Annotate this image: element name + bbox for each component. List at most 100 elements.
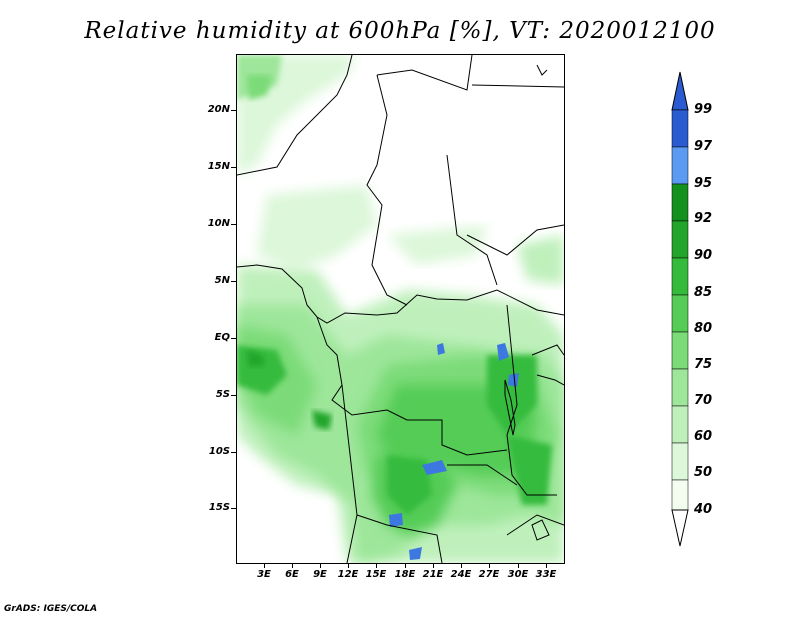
political-boundaries [237, 55, 564, 563]
colorbar-label: 80 [694, 321, 713, 336]
colorbar-segment [671, 109, 689, 148]
colorbar-label: 85 [694, 285, 713, 300]
longitude-label: 27E [478, 569, 500, 580]
longitude-label: 15E [365, 569, 387, 580]
humidity-patch [517, 235, 564, 285]
colorbar-segment [671, 442, 689, 481]
lake-outline [531, 519, 550, 541]
latitude-tick [231, 508, 236, 509]
longitude-label: 12E [337, 569, 359, 580]
colorbar-top-arrow [671, 71, 689, 111]
border-line [536, 374, 564, 386]
longitude-tick [348, 563, 349, 568]
humidity-patch [247, 75, 272, 100]
latitude-label: EQ [214, 332, 230, 343]
latitude-tick [231, 281, 236, 282]
colorbar-label: 97 [694, 139, 713, 154]
latitude-label: 20N [207, 104, 230, 115]
humidity-patch [257, 185, 377, 270]
colorbar-label: 50 [694, 465, 713, 480]
longitude-label: 9E [313, 569, 327, 580]
colorbar-segment [671, 220, 689, 259]
map-plot-area [236, 54, 565, 564]
latitude-tick [231, 224, 236, 225]
border-line [376, 55, 473, 91]
longitude-tick [461, 563, 462, 568]
colorbar-label: 70 [694, 393, 713, 408]
latitude-label: 5N [214, 275, 230, 286]
humidity-patch [247, 350, 265, 367]
colorbar-label: 60 [694, 429, 713, 444]
border-line [471, 84, 564, 88]
humidity-patch [487, 355, 537, 435]
colorbar-segment [671, 405, 689, 444]
colorbar-bottom-arrow [671, 509, 689, 547]
latitude-tick [231, 452, 236, 453]
border-line [506, 304, 557, 496]
colorbar-segment [671, 257, 689, 296]
colorbar-segment [671, 294, 689, 333]
border-line [316, 316, 508, 456]
colorbar-segment [671, 479, 689, 511]
lake-outline [504, 379, 516, 436]
border-line [446, 154, 498, 286]
latitude-label: 15S [208, 502, 230, 513]
colorbar-label: 75 [694, 357, 713, 372]
border-line [237, 264, 564, 324]
longitude-label: 33E [535, 569, 557, 580]
longitude-tick [320, 563, 321, 568]
latitude-label: 5S [215, 389, 230, 400]
humidity-map [237, 55, 564, 563]
longitude-label: 24E [450, 569, 472, 580]
colorbar [671, 71, 689, 547]
latitude-tick [231, 110, 236, 111]
longitude-tick [376, 563, 377, 568]
latitude-tick [231, 395, 236, 396]
longitude-label: 30E [507, 569, 529, 580]
longitude-label: 21E [422, 569, 444, 580]
humidity-patch [437, 343, 445, 355]
colorbar-segment [671, 183, 689, 222]
humidity-field [237, 55, 564, 563]
colorbar-label: 90 [694, 248, 713, 263]
border-line [506, 514, 564, 536]
map-title: Relative humidity at 600hPa [%], VT: 202… [84, 18, 716, 44]
humidity-patch [312, 410, 332, 430]
longitude-tick [489, 563, 490, 568]
colorbar-segment [671, 368, 689, 407]
humidity-patch [497, 343, 509, 361]
longitude-label: 3E [257, 569, 271, 580]
latitude-tick [231, 167, 236, 168]
lake-outlines [504, 64, 550, 541]
longitude-tick [405, 563, 406, 568]
colorbar-segment [671, 331, 689, 370]
longitude-tick [546, 563, 547, 568]
longitude-tick [264, 563, 265, 568]
latitude-label: 10N [207, 218, 230, 229]
colorbar-label: 95 [694, 176, 713, 191]
border-line [531, 344, 564, 356]
humidity-patch [387, 225, 487, 265]
longitude-tick [292, 563, 293, 568]
humidity-patch [389, 513, 403, 527]
coast-outline [536, 64, 548, 76]
longitude-label: 18E [394, 569, 416, 580]
border-line [466, 224, 564, 256]
longitude-label: 6E [285, 569, 299, 580]
software-credit: GrADS: IGES/COLA [4, 604, 98, 614]
longitude-tick [433, 563, 434, 568]
humidity-patch [422, 460, 447, 475]
humidity-patch [387, 455, 432, 515]
border-line [366, 74, 408, 306]
colorbar-label: 40 [694, 502, 713, 517]
colorbar-segment [671, 146, 689, 185]
humidity-patch [507, 435, 552, 505]
latitude-label: 15N [207, 161, 230, 172]
humidity-patch [409, 547, 422, 560]
longitude-tick [518, 563, 519, 568]
colorbar-label: 99 [694, 102, 713, 117]
border-line [447, 464, 518, 486]
latitude-label: 10S [208, 446, 230, 457]
border-line [356, 514, 443, 563]
latitude-tick [231, 338, 236, 339]
